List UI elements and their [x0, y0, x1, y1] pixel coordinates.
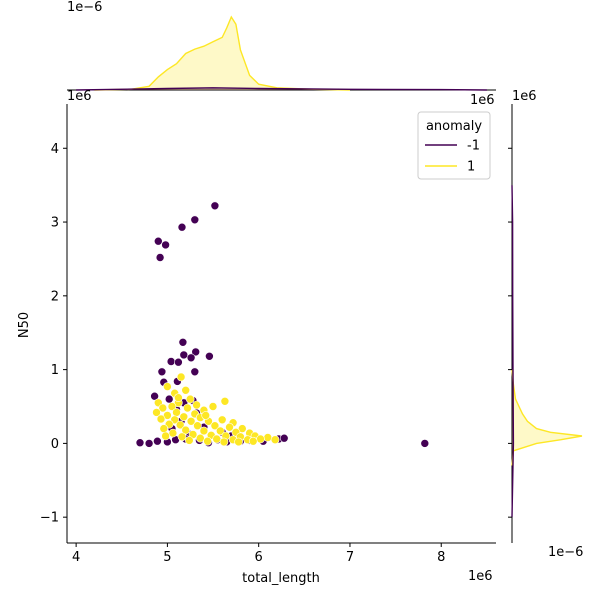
point-series-1-16	[220, 396, 230, 406]
x-tick-label-0: 4	[72, 550, 80, 565]
top-density-line-1	[76, 87, 487, 91]
point-series-1-2	[181, 385, 190, 395]
x-axis-label: total_length	[242, 571, 320, 586]
point-series-0-11	[166, 357, 176, 366]
point-series-1-33	[181, 425, 190, 435]
point-series-0-13	[190, 367, 200, 377]
point-series-0-18	[164, 394, 174, 404]
top-marginal-offset-label: 1e−6	[67, 0, 102, 15]
point-series-1-29	[210, 421, 220, 431]
point-series-0-39	[279, 433, 289, 443]
point-series-1-53	[219, 437, 229, 447]
point-series-0-40	[420, 439, 430, 448]
right-marginal-density	[508, 104, 583, 543]
point-series-1-0	[176, 372, 186, 382]
top-density-fill-0	[94, 17, 351, 90]
point-series-1-31	[238, 424, 247, 433]
legend-label-one: 1	[467, 160, 475, 175]
legend-title: anomaly	[426, 119, 482, 134]
point-series-1-57	[161, 431, 170, 441]
legend-label-minus-one: -1	[467, 139, 480, 154]
point-series-1-20	[156, 414, 166, 424]
point-series-1-9	[158, 403, 168, 413]
point-series-1-7	[192, 400, 201, 410]
right-marginal-top-offset-label: 1e6	[512, 89, 537, 104]
point-series-1-22	[186, 416, 196, 426]
point-series-1-8	[167, 402, 177, 411]
right-density-fill-0	[512, 369, 582, 466]
point-series-0-3	[154, 236, 163, 246]
y-tick-label-1: 0	[51, 437, 59, 452]
point-series-1-12	[152, 408, 161, 417]
point-series-1-35	[216, 426, 225, 436]
point-series-1-51	[270, 435, 280, 445]
y-tick-label-4: 3	[51, 216, 59, 231]
point-series-0-1	[190, 215, 200, 225]
point-series-0-4	[161, 240, 170, 250]
y-offset-label-top-right: 1e6	[470, 93, 495, 108]
point-series-0-6	[178, 337, 188, 347]
right-density-line-1	[511, 185, 515, 518]
point-series-1-54	[234, 437, 243, 447]
y-axis-label: N50	[17, 312, 32, 338]
point-series-1-27	[175, 420, 185, 430]
point-series-1-28	[193, 421, 202, 431]
x-tick-label-4: 8	[437, 550, 445, 565]
point-series-1-47	[212, 434, 221, 444]
top-marginal-density	[67, 15, 496, 91]
y-tick-label-2: 1	[51, 363, 59, 378]
point-series-1-58	[174, 393, 183, 403]
x-tick-label-3: 7	[346, 550, 354, 565]
y-tick-label-0: −1	[40, 511, 59, 526]
right-marginal-offset-label: 1e−6	[548, 545, 583, 560]
scatter-plot-area: 4 5 6 7 8 −1 0 1 2 3 4	[40, 104, 496, 565]
point-series-1-30	[225, 422, 234, 432]
x-tick-label-2: 6	[255, 550, 263, 565]
point-series-1-52	[203, 436, 212, 446]
point-series-0-0	[210, 201, 220, 211]
point-series-1-10	[183, 403, 192, 413]
point-series-1-44	[263, 433, 273, 442]
point-series-1-46	[196, 433, 205, 443]
point-series-0-26	[144, 439, 154, 448]
point-series-0-2	[177, 222, 187, 232]
point-series-0-8	[179, 350, 189, 360]
point-series-1-17	[163, 411, 172, 420]
y-tick-label-3: 2	[51, 289, 59, 304]
top-density-line-0	[94, 15, 351, 91]
x-offset-label: 1e6	[468, 569, 493, 584]
point-series-0-7	[191, 347, 200, 357]
x-tick-label-1: 5	[163, 550, 171, 565]
point-series-1-59	[201, 411, 210, 420]
point-series-1-50	[256, 434, 265, 444]
point-series-1-1	[163, 382, 172, 391]
point-series-1-55	[248, 436, 258, 446]
legend: anomaly -1 1	[417, 111, 491, 180]
point-series-1-34	[199, 426, 209, 436]
point-series-1-4	[185, 394, 195, 404]
point-series-0-5	[155, 253, 165, 262]
point-series-0-14	[157, 367, 167, 377]
point-series-0-10	[205, 351, 214, 361]
point-series-1-38	[168, 428, 178, 438]
point-series-1-15	[208, 402, 218, 411]
point-series-1-32	[159, 424, 169, 433]
y-offset-label: 1e6	[67, 89, 92, 104]
point-series-1-18	[179, 412, 189, 422]
point-series-0-25	[135, 438, 145, 448]
point-series-1-45	[177, 432, 187, 442]
point-series-1-56	[185, 436, 194, 445]
point-series-0-12	[174, 357, 183, 367]
point-series-0-9	[186, 353, 196, 363]
point-series-0-27	[153, 436, 162, 446]
point-series-1-24	[217, 415, 227, 425]
right-density-line-0	[511, 369, 583, 466]
point-series-0-17	[150, 391, 159, 401]
point-series-1-13	[172, 408, 181, 417]
y-tick-label-5: 4	[51, 142, 59, 157]
